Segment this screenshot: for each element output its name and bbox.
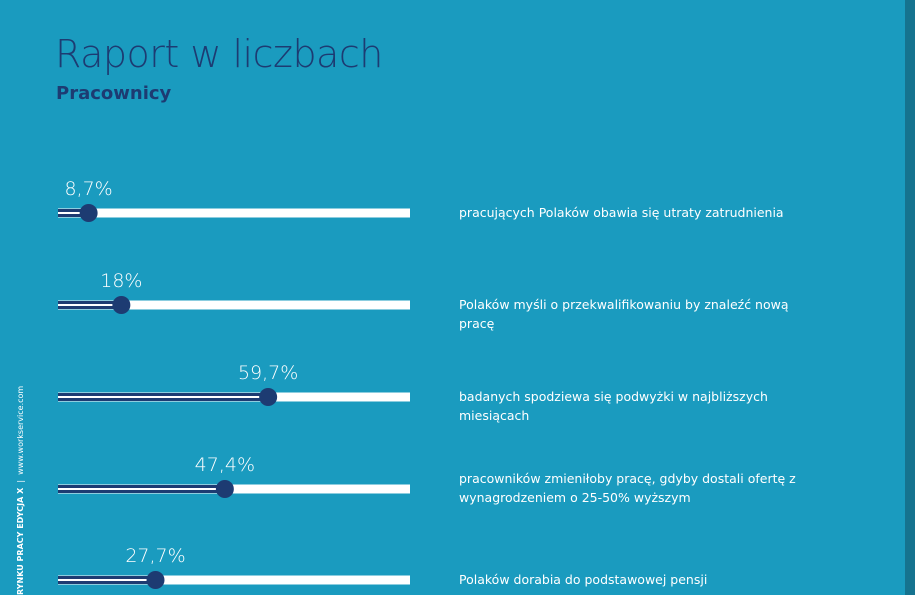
edge-strip bbox=[905, 0, 915, 595]
title: Raport w liczbach bbox=[55, 32, 383, 76]
value-label: 8,7% bbox=[64, 178, 112, 200]
value-label: 18% bbox=[100, 270, 142, 292]
subtitle: Pracownicy bbox=[56, 83, 172, 104]
value-label: 27,7% bbox=[125, 545, 185, 567]
track bbox=[58, 300, 410, 310]
fill-stripe bbox=[58, 212, 89, 214]
description: Polaków myśli o przekwalifikowaniu by zn… bbox=[459, 297, 789, 331]
description: Polaków dorabia do podstawowej pensji bbox=[459, 572, 708, 587]
knob bbox=[112, 296, 131, 314]
track bbox=[58, 484, 410, 494]
track bbox=[58, 208, 410, 218]
knob bbox=[215, 480, 234, 498]
knob bbox=[79, 204, 98, 222]
knob bbox=[259, 388, 278, 406]
value-label: 59,7% bbox=[238, 362, 298, 384]
description: pracujących Polaków obawia się utraty za… bbox=[459, 205, 784, 220]
track bbox=[58, 575, 410, 585]
fill-stripe bbox=[58, 579, 156, 581]
description: badanych spodziewa się podwyżki w najbli… bbox=[459, 389, 768, 423]
fill-stripe bbox=[58, 304, 122, 306]
knob bbox=[146, 571, 165, 589]
description: pracowników zmieniłoby pracę, gdyby dost… bbox=[459, 471, 796, 505]
fill-stripe bbox=[58, 396, 269, 398]
fill-stripe bbox=[58, 488, 225, 490]
value-label: 47,4% bbox=[195, 454, 255, 476]
